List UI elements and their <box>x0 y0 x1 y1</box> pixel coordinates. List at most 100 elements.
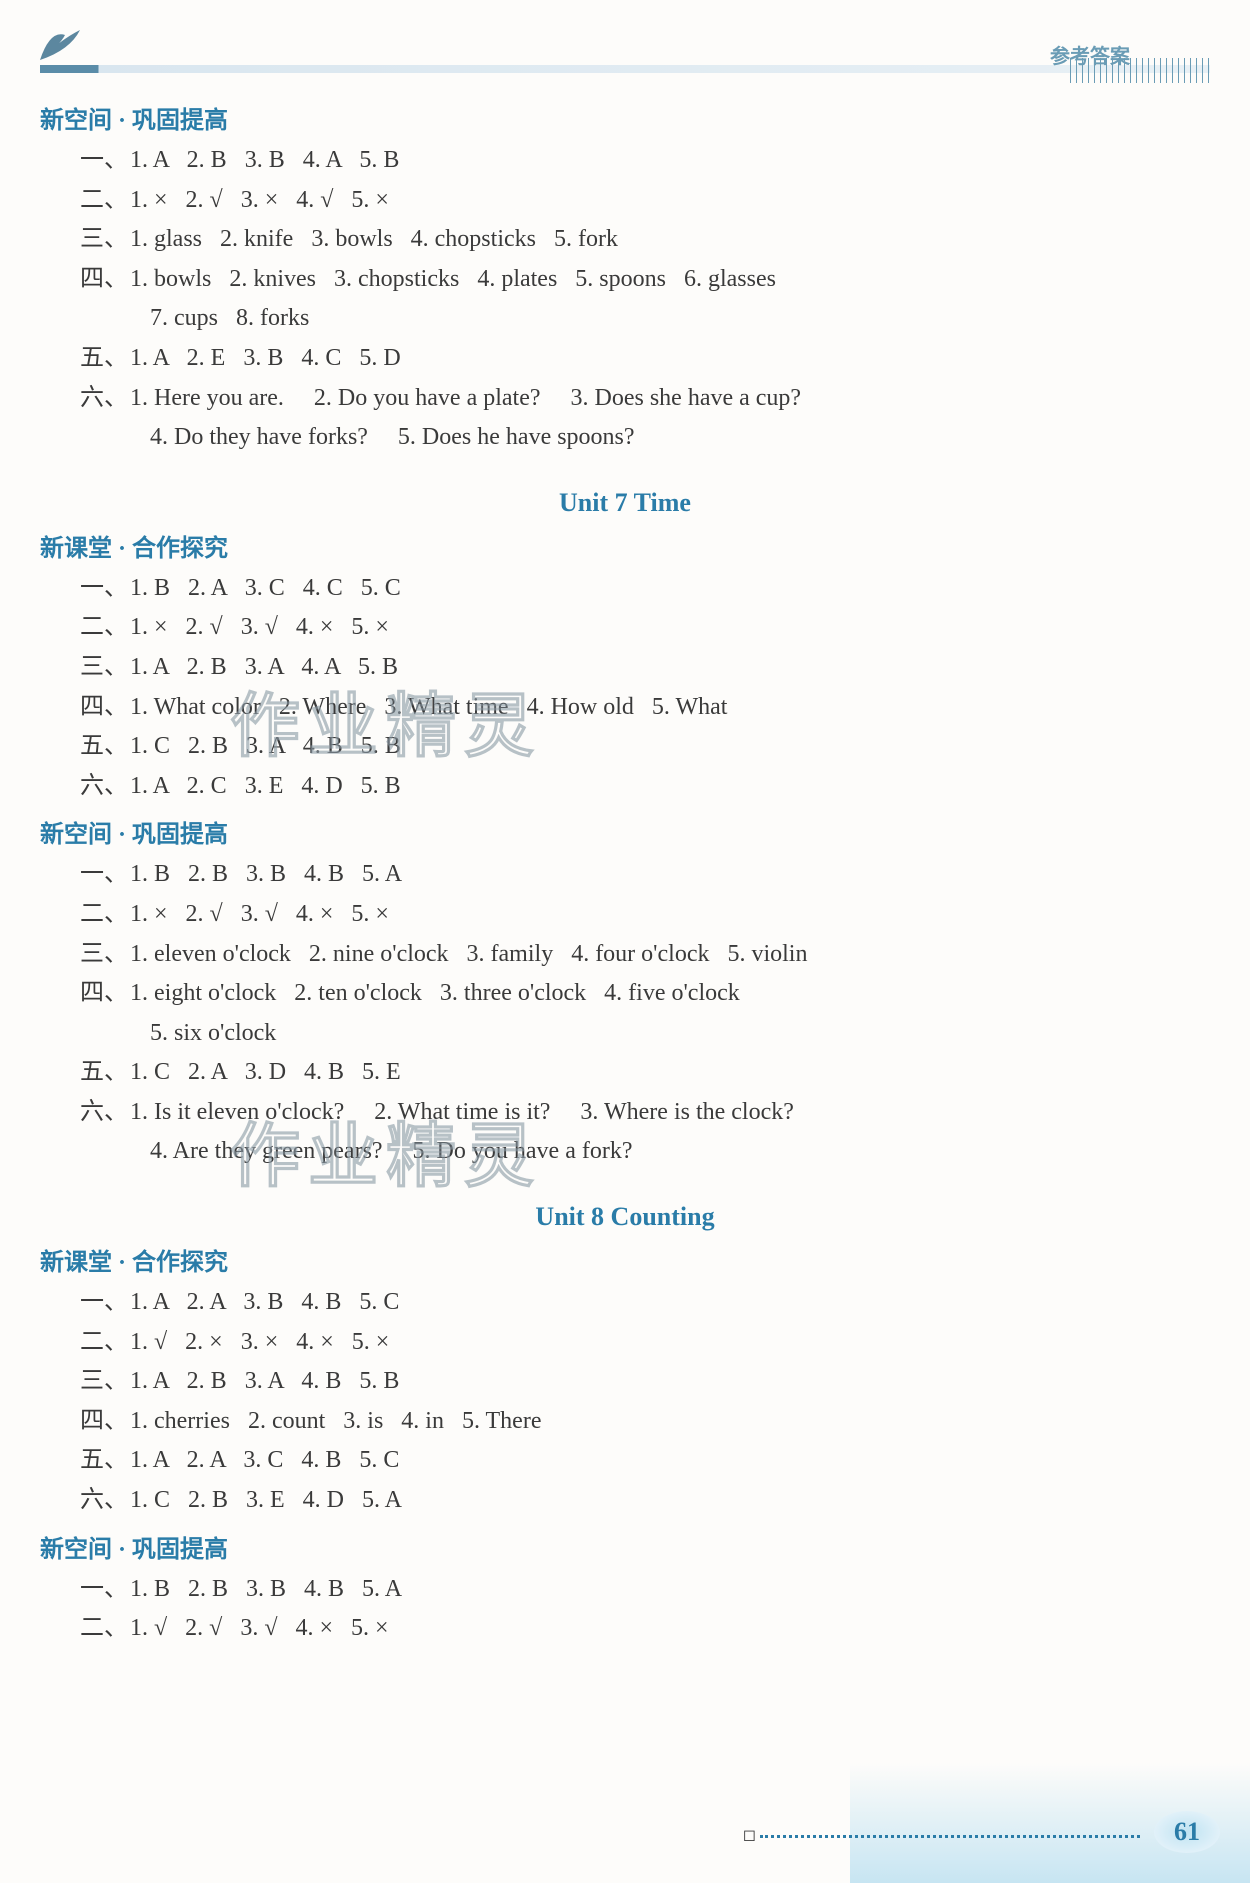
answer-text: 1. √ 2. √ 3. √ 4. × 5. × <box>130 1615 389 1641</box>
answer-line: 三、1. A 2. B 3. A 4. B 5. B <box>80 1362 1210 1402</box>
question-number: 二、 <box>80 895 130 935</box>
answer-text: 1. C 2. A 3. D 4. B 5. E <box>130 1059 401 1085</box>
question-number: 五、 <box>80 339 130 379</box>
answer-line: 三、1. eleven o'clock 2. nine o'clock 3. f… <box>80 935 1210 975</box>
question-number: 一、 <box>80 141 130 181</box>
answer-line: 5. six o'clock <box>150 1014 1210 1054</box>
question-number: 三、 <box>80 1362 130 1402</box>
answer-text: 1. eleven o'clock 2. nine o'clock 3. fam… <box>130 941 807 967</box>
leaf-logon-icon <box>30 20 90 70</box>
question-number: 二、 <box>80 608 130 648</box>
answer-line: 二、1. √ 2. √ 3. √ 4. × 5. × <box>80 1609 1210 1649</box>
section-heading: 新空间 · 巩固提高 <box>40 100 1210 135</box>
question-number: 一、 <box>80 1570 130 1610</box>
answer-text: 1. A 2. B 3. A 4. A 5. B <box>130 654 398 680</box>
answer-text: 1. eight o'clock 2. ten o'clock 3. three… <box>130 980 740 1006</box>
answer-text: 1. cherries 2. count 3. is 4. in 5. Ther… <box>130 1408 541 1434</box>
answer-line: 4. Are they green pears? 5. Do you have … <box>150 1132 1210 1172</box>
answer-line: 三、1. glass 2. knife 3. bowls 4. chopstic… <box>80 220 1210 260</box>
answer-line: 四、1. cherries 2. count 3. is 4. in 5. Th… <box>80 1402 1210 1442</box>
section-heading: 新课堂 · 合作探究 <box>40 528 1210 563</box>
question-number: 三、 <box>80 648 130 688</box>
answer-text: 1. × 2. √ 3. × 4. √ 5. × <box>130 187 389 213</box>
answer-line: 二、1. × 2. √ 3. × 4. √ 5. × <box>80 181 1210 221</box>
question-number: 一、 <box>80 569 130 609</box>
answer-text: 5. six o'clock <box>150 1020 276 1046</box>
question-number: 六、 <box>80 1093 130 1133</box>
answer-line: 二、1. × 2. √ 3. √ 4. × 5. × <box>80 895 1210 935</box>
answer-line: 五、1. A 2. E 3. B 4. C 5. D <box>80 339 1210 379</box>
question-number: 四、 <box>80 1402 130 1442</box>
answer-line: 一、1. B 2. A 3. C 4. C 5. C <box>80 569 1210 609</box>
answer-text: 1. glass 2. knife 3. bowls 4. chopsticks… <box>130 226 618 252</box>
answer-text: 1. C 2. B 3. E 4. D 5. A <box>130 1487 402 1513</box>
section-heading: 新空间 · 巩固提高 <box>40 814 1210 849</box>
question-number: 一、 <box>80 1283 130 1323</box>
answer-line: 六、1. Here you are. 2. Do you have a plat… <box>80 379 1210 419</box>
page-footer: ◻ 61 <box>743 1811 1220 1853</box>
answer-line: 四、1. What color 2. Where 3. What time 4.… <box>80 688 1210 728</box>
answer-text: 1. A 2. C 3. E 4. D 5. B <box>130 773 401 799</box>
question-number: 二、 <box>80 181 130 221</box>
page-header: 参考答案 <box>40 20 1210 90</box>
answer-line: 六、1. Is it eleven o'clock? 2. What time … <box>80 1093 1210 1133</box>
question-number: 五、 <box>80 1441 130 1481</box>
answer-line: 四、1. bowls 2. knives 3. chopsticks 4. pl… <box>80 260 1210 300</box>
unit-title: Unit 8 Counting <box>40 1202 1210 1232</box>
answer-line: 二、1. √ 2. × 3. × 4. × 5. × <box>80 1323 1210 1363</box>
footer-dotted-line <box>760 1835 1140 1838</box>
answer-text: 1. A 2. B 3. A 4. B 5. B <box>130 1368 399 1394</box>
question-number: 三、 <box>80 220 130 260</box>
answer-text: 1. B 2. A 3. C 4. C 5. C <box>130 575 401 601</box>
answer-line: 一、1. A 2. A 3. B 4. B 5. C <box>80 1283 1210 1323</box>
page-number: 61 <box>1154 1811 1220 1853</box>
answer-line: 一、1. B 2. B 3. B 4. B 5. A <box>80 1570 1210 1610</box>
answer-line: 4. Do they have forks? 5. Does he have s… <box>150 418 1210 458</box>
question-number: 三、 <box>80 935 130 975</box>
question-number: 二、 <box>80 1609 130 1649</box>
section-heading: 新课堂 · 合作探究 <box>40 1242 1210 1277</box>
answer-text: 1. bowls 2. knives 3. chopsticks 4. plat… <box>130 266 776 292</box>
answer-text: 4. Do they have forks? 5. Does he have s… <box>150 424 635 450</box>
answer-text: 1. Here you are. 2. Do you have a plate?… <box>130 385 801 411</box>
answer-line: 一、1. A 2. B 3. B 4. A 5. B <box>80 141 1210 181</box>
question-number: 五、 <box>80 1053 130 1093</box>
answer-text: 1. √ 2. × 3. × 4. × 5. × <box>130 1329 389 1355</box>
answer-text: 1. B 2. B 3. B 4. B 5. A <box>130 861 402 887</box>
content-body: 新空间 · 巩固提高一、1. A 2. B 3. B 4. A 5. B二、1.… <box>40 100 1210 1649</box>
answer-line: 六、1. C 2. B 3. E 4. D 5. A <box>80 1481 1210 1521</box>
question-number: 五、 <box>80 727 130 767</box>
question-number: 二、 <box>80 1323 130 1363</box>
answer-line: 二、1. × 2. √ 3. √ 4. × 5. × <box>80 608 1210 648</box>
answer-line: 7. cups 8. forks <box>150 299 1210 339</box>
question-number: 六、 <box>80 379 130 419</box>
answer-text: 1. × 2. √ 3. √ 4. × 5. × <box>130 614 389 640</box>
unit-title: Unit 7 Time <box>40 488 1210 518</box>
answer-line: 五、1. C 2. B 3. A 4. B 5. B <box>80 727 1210 767</box>
header-rule <box>40 65 1210 73</box>
page-container: 参考答案 新空间 · 巩固提高一、1. A 2. B 3. B 4. A 5. … <box>0 0 1250 1883</box>
answer-text: 1. × 2. √ 3. √ 4. × 5. × <box>130 901 389 927</box>
answer-text: 1. B 2. B 3. B 4. B 5. A <box>130 1576 402 1602</box>
header-ticks <box>1070 58 1210 83</box>
answer-line: 五、1. A 2. A 3. C 4. B 5. C <box>80 1441 1210 1481</box>
answer-text: 1. A 2. E 3. B 4. C 5. D <box>130 345 401 371</box>
question-number: 四、 <box>80 974 130 1014</box>
answer-text: 7. cups 8. forks <box>150 305 309 331</box>
footer-marker-icon: ◻ <box>743 1827 756 1844</box>
question-number: 一、 <box>80 855 130 895</box>
answer-text: 4. Are they green pears? 5. Do you have … <box>150 1138 632 1164</box>
question-number: 六、 <box>80 767 130 807</box>
answer-text: 1. What color 2. Where 3. What time 4. H… <box>130 694 727 720</box>
answer-line: 四、1. eight o'clock 2. ten o'clock 3. thr… <box>80 974 1210 1014</box>
answer-line: 三、1. A 2. B 3. A 4. A 5. B <box>80 648 1210 688</box>
question-number: 四、 <box>80 260 130 300</box>
answer-text: 1. A 2. A 3. C 4. B 5. C <box>130 1447 399 1473</box>
question-number: 六、 <box>80 1481 130 1521</box>
answer-line: 五、1. C 2. A 3. D 4. B 5. E <box>80 1053 1210 1093</box>
answer-line: 六、1. A 2. C 3. E 4. D 5. B <box>80 767 1210 807</box>
section-heading: 新空间 · 巩固提高 <box>40 1529 1210 1564</box>
answer-text: 1. A 2. B 3. B 4. A 5. B <box>130 147 399 173</box>
answer-line: 一、1. B 2. B 3. B 4. B 5. A <box>80 855 1210 895</box>
answer-text: 1. Is it eleven o'clock? 2. What time is… <box>130 1099 794 1125</box>
